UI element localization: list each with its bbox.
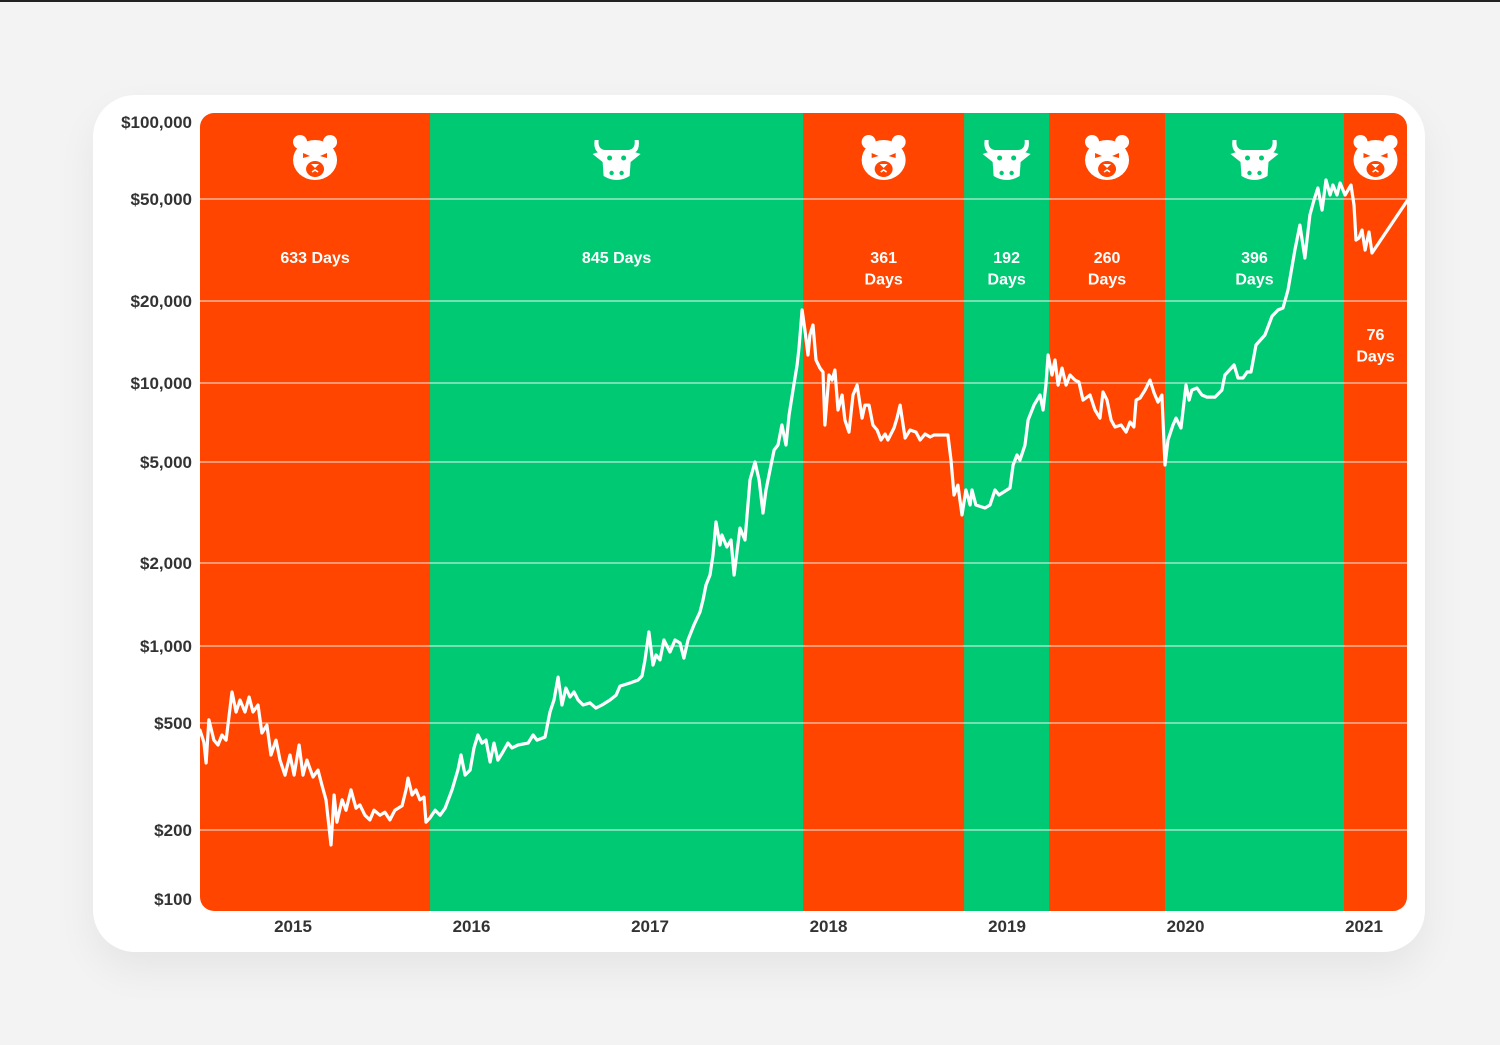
x-tick-label: 2016 [453, 917, 491, 936]
x-tick-label: 2017 [631, 917, 669, 936]
x-tick-label: 2018 [810, 917, 848, 936]
y-tick-label: $20,000 [131, 292, 192, 311]
y-axis: $100 $200 $500 $1,000 $2,000 $5,000 $10,000 $20… [121, 113, 192, 909]
phase-duration-label: 633 Days [280, 250, 349, 267]
phase-band-bull [1164, 113, 1345, 911]
gridlines [200, 198, 1407, 831]
phase-duration-label: 361 [870, 250, 897, 267]
phase-bands [200, 113, 1407, 911]
phase-band-bear [1344, 113, 1407, 911]
phase-duration-label: 260 [1094, 250, 1121, 267]
phase-band-bear [803, 113, 965, 911]
y-tick-label: $1,000 [140, 637, 192, 656]
bear-icon [1352, 134, 1399, 181]
bear-icon [292, 134, 338, 181]
y-tick-label: $10,000 [131, 374, 192, 393]
bear-icon [1084, 134, 1130, 181]
y-tick-label: $200 [154, 821, 192, 840]
phase-duration-label: 192 [993, 250, 1020, 267]
y-tick-label: $100,000 [121, 113, 192, 132]
phase-band-bull [430, 113, 804, 911]
x-tick-label: 2019 [988, 917, 1026, 936]
x-axis: 2015 2016 2017 2018 2019 2020 2021 [274, 917, 1383, 936]
phase-duration-label: 845 Days [582, 250, 651, 267]
y-tick-label: $2,000 [140, 554, 192, 573]
bear-icon [860, 134, 907, 181]
x-tick-label: 2020 [1167, 917, 1205, 936]
phase-duration-label: Days [988, 272, 1026, 289]
y-tick-label: $5,000 [140, 453, 192, 472]
phase-duration-label: 76 [1367, 327, 1385, 344]
phase-band-bear [200, 113, 431, 911]
phase-band-bear [1049, 113, 1166, 911]
price-line-group [200, 178, 1407, 847]
y-tick-label: $50,000 [131, 190, 192, 209]
phase-duration-label: Days [1088, 272, 1126, 289]
phase-band-bull [964, 113, 1050, 911]
phase-labels: 633 Days 845 Days 361 Days 192 Days 260 Days 396… [280, 134, 1399, 366]
phase-duration-label: Days [865, 272, 903, 289]
phase-duration-label: Days [1235, 272, 1273, 289]
y-tick-label: $500 [154, 714, 192, 733]
x-tick-label: 2015 [274, 917, 312, 936]
x-tick-label: 2021 [1345, 917, 1383, 936]
phase-duration-label: Days [1356, 349, 1394, 366]
top-border [0, 0, 1500, 2]
y-tick-label: $100 [154, 890, 192, 909]
phase-duration-label: 396 [1241, 250, 1268, 267]
